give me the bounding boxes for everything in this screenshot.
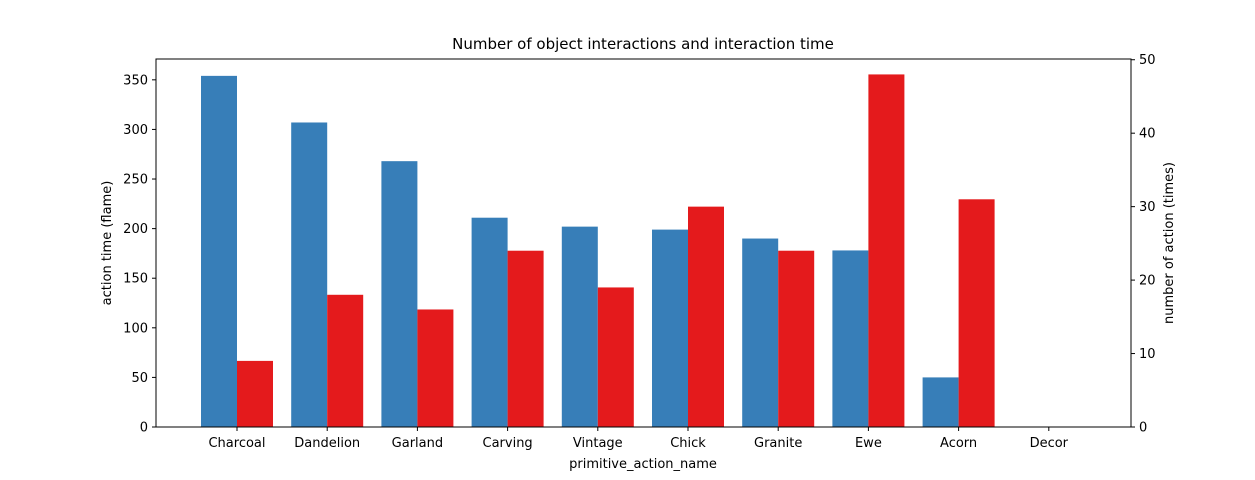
count-bar-ewe [868, 74, 905, 428]
time-bar-garland [381, 161, 418, 427]
left-y-tick-label: 300 [123, 123, 148, 138]
x-axis: Charcoal Dandelion Garland Carving Vintage Ch… [208, 427, 1069, 451]
x-tick-label: Garland [392, 436, 443, 451]
count-bar-dandelion [327, 294, 364, 427]
time-bar-acorn [922, 377, 959, 427]
left-y-tick-label: 100 [123, 321, 148, 336]
time-bar-dandelion [291, 122, 328, 427]
x-tick-label: Ewe [855, 436, 882, 451]
count-bar-acorn [958, 199, 995, 427]
x-axis-label: primitive_action_name [569, 457, 717, 472]
count-bar-granite [778, 250, 815, 427]
x-tick-label: Charcoal [208, 436, 265, 451]
left-y-tick-label: 350 [123, 73, 148, 88]
left-y-tick-label: 150 [123, 272, 148, 287]
right-y-axis-label: number of action (times) [1162, 162, 1177, 324]
x-tick-label: Granite [754, 436, 802, 451]
count-bar-vintage [597, 287, 634, 427]
right-y-tick-label: 30 [1139, 200, 1156, 215]
right-y-axis: 0 10 20 30 40 50 [1131, 53, 1156, 436]
count-bar-garland [417, 309, 454, 427]
count-bar-carving [507, 250, 544, 427]
right-y-tick-label: 20 [1139, 274, 1156, 289]
count-bar-charcoal [237, 360, 273, 427]
time-bar-ewe [832, 250, 869, 427]
right-y-tick-label: 10 [1139, 347, 1156, 362]
time-bar-chick [652, 229, 688, 427]
left-y-tick-label: 200 [123, 222, 148, 237]
time-bar-vintage [561, 226, 598, 427]
count-bar-chick [688, 206, 724, 427]
x-tick-label: Chick [670, 436, 706, 451]
time-bar-granite [742, 238, 779, 427]
x-tick-label: Carving [483, 436, 533, 451]
time-bar-charcoal [201, 75, 237, 427]
bars [201, 74, 995, 428]
right-y-tick-label: 40 [1139, 127, 1156, 142]
x-tick-label: Vintage [573, 436, 623, 451]
x-tick-label: Decor [1030, 436, 1069, 451]
left-y-axis: 0 50 100 150 200 250 300 350 [123, 73, 156, 436]
left-y-tick-label: 50 [131, 371, 148, 386]
plot-frame [155, 58, 1132, 428]
left-y-tick-label: 0 [140, 421, 148, 436]
x-tick-label: Acorn [940, 436, 977, 451]
left-y-tick-label: 250 [123, 173, 148, 188]
chart-title: Number of object interactions and intera… [452, 35, 834, 53]
left-y-axis-label: action time (flame) [100, 181, 115, 306]
right-y-tick-label: 50 [1139, 53, 1156, 68]
right-y-tick-label: 0 [1139, 421, 1147, 436]
time-bar-carving [471, 217, 508, 427]
x-tick-label: Dandelion [294, 436, 360, 451]
